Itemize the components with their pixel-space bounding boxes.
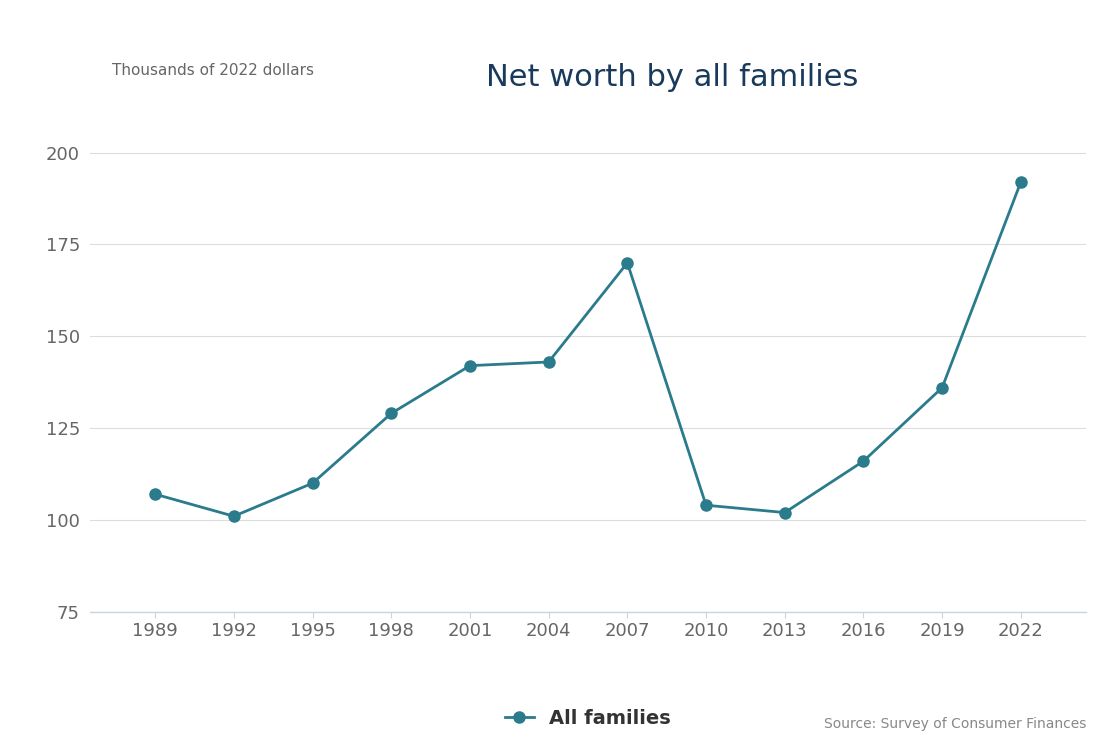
Text: Source: Survey of Consumer Finances: Source: Survey of Consumer Finances	[824, 717, 1086, 731]
Legend: All families: All families	[497, 701, 679, 736]
Text: Net worth by all families: Net worth by all families	[486, 63, 858, 93]
Text: Thousands of 2022 dollars: Thousands of 2022 dollars	[112, 63, 314, 78]
